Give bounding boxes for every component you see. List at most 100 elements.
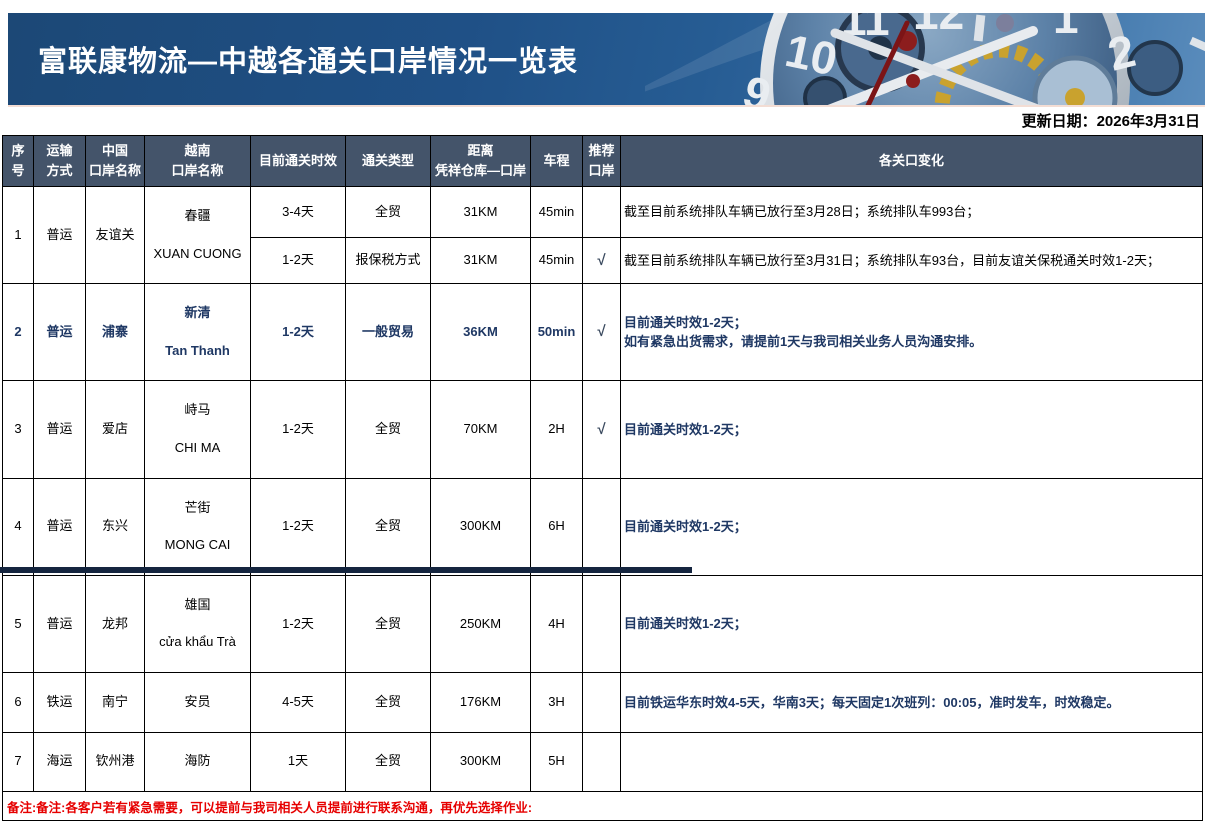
cell-vietnam-port: 峙马 CHI MA — [144, 380, 251, 479]
vietnam-port-cn: 海防 — [184, 753, 211, 769]
check-icon: √ — [597, 251, 606, 269]
cell-china-port: 东兴 — [85, 477, 145, 576]
col-header-changes: 各关口变化 — [620, 135, 1203, 187]
vietnam-port-vn: MONG CAI — [164, 537, 231, 553]
cell-china-port: 浦寨 — [85, 283, 145, 382]
cell-vietnam-port: 海防 — [144, 731, 251, 793]
vietnam-port-cn: 春疆 — [184, 207, 211, 223]
clock-hand-hour — [830, 28, 1040, 105]
cell-remark: 目前通关时效1-2天； — [620, 477, 1203, 576]
table-row: 4 普运 东兴 芒街 MONG CAI 1-2天 全贸 300KM 6H 目前通… — [2, 477, 1203, 576]
cell-drive-time: 4H — [530, 574, 583, 674]
cell-china-port: 爱店 — [85, 380, 145, 479]
cell-distance: 31KM — [430, 185, 531, 239]
cell-clearance-type: 全贸 — [345, 477, 431, 576]
cell-clearance-time: 1-2天 — [250, 477, 346, 576]
table-row: 5 普运 龙邦 雄国 cửa khẩu Trà 1-2天 全贸 250KM 4H… — [2, 574, 1203, 674]
check-icon: √ — [597, 420, 606, 438]
cell-seq: 6 — [2, 672, 34, 733]
cell-china-port: 南宁 — [85, 672, 145, 733]
cell-recommended — [582, 477, 621, 576]
cell-vietnam-port: 新清 Tan Thanh — [144, 283, 251, 382]
cell-drive-time: 3H — [530, 672, 583, 733]
cell-seq: 3 — [2, 380, 34, 479]
table-row: 7 海运 钦州港 海防 1天 全贸 300KM 5H — [2, 731, 1203, 793]
clock-numeral-1: 1 — [1053, 13, 1079, 43]
clock-hand-second — [865, 20, 910, 105]
vietnam-port-cn: 峙马 — [184, 402, 211, 418]
cell-distance: 31KM — [430, 237, 531, 285]
cell-china-port: 龙邦 — [85, 574, 145, 674]
cell-remark — [620, 731, 1203, 793]
cell-recommended: √ — [582, 237, 621, 285]
vietnam-port-vn: Tan Thanh — [165, 342, 230, 358]
cell-remark: 目前通关时效1-2天； — [620, 380, 1203, 479]
cell-vietnam-port: 春疆 XUAN CUONG — [144, 185, 251, 285]
ports-table: 序 号 运输 方式 中国 口岸名称 越南 口岸名称 目前通关时效 通关类型 距离… — [2, 135, 1203, 821]
col-header-china-port: 中国 口岸名称 — [85, 135, 145, 187]
cell-recommended: √ — [582, 380, 621, 479]
cell-seq: 7 — [2, 731, 34, 793]
vietnam-port-vn: CHI MA — [174, 439, 221, 455]
col-header-distance: 距离 凭祥仓库—口岸 — [430, 135, 531, 187]
cell-recommended — [582, 574, 621, 674]
bottom-bar — [0, 567, 692, 573]
cell-transport: 海运 — [33, 731, 86, 793]
table-header-row: 序 号 运输 方式 中国 口岸名称 越南 口岸名称 目前通关时效 通关类型 距离… — [2, 135, 1203, 187]
cell-distance: 250KM — [430, 574, 531, 674]
update-date: 更新日期：2026年3月31日 — [1021, 113, 1200, 130]
col-header-clearance-time: 目前通关时效 — [250, 135, 346, 187]
cell-distance: 70KM — [430, 380, 531, 479]
cell-china-port: 友谊关 — [85, 185, 145, 285]
col-header-recommended: 推荐 口岸 — [582, 135, 621, 187]
cell-clearance-time: 4-5天 — [250, 672, 346, 733]
cell-clearance-type: 全贸 — [345, 380, 431, 479]
cell-clearance-time: 3-4天 — [250, 185, 346, 239]
cell-seq: 1 — [2, 185, 34, 285]
banner-divider — [8, 105, 1205, 107]
table-row: 6 铁运 南宁 安员 4-5天 全贸 176KM 3H 目前铁运华东时效4-5天… — [2, 672, 1203, 733]
check-icon: √ — [597, 323, 606, 341]
cell-drive-time: 6H — [530, 477, 583, 576]
col-header-vietnam-port: 越南 口岸名称 — [144, 135, 251, 187]
cell-clearance-type: 全贸 — [345, 672, 431, 733]
col-header-seq: 序 号 — [2, 135, 34, 187]
cell-clearance-type: 报保税方式 — [345, 237, 431, 285]
vietnam-port-cn: 安员 — [184, 693, 211, 709]
cell-clearance-type: 一般贸易 — [345, 283, 431, 382]
cell-remark: 目前通关时效1-2天； 如有紧急出货需求，请提前1天与我司相关业务人员沟通安排。 — [620, 283, 1203, 382]
cell-drive-time: 50min — [530, 283, 583, 382]
col-header-transport: 运输 方式 — [33, 135, 86, 187]
table-row: 1 普运 友谊关 春疆 XUAN CUONG 3-4天 全贸 31KM 45mi… — [2, 185, 1203, 285]
vietnam-port-cn: 新清 — [184, 305, 211, 321]
cell-transport: 普运 — [33, 380, 86, 479]
vietnam-port-vn: XUAN CUONG — [153, 245, 242, 261]
vietnam-port-vn: cửa khẩu Trà — [159, 634, 236, 650]
col-header-clearance-type: 通关类型 — [345, 135, 431, 187]
cell-distance: 300KM — [430, 477, 531, 576]
page-title: 富联康物流—中越各通关口岸情况一览表 — [38, 46, 579, 78]
cell-recommended — [582, 731, 621, 793]
vietnam-port-cn: 雄国 — [184, 596, 211, 612]
cell-drive-time: 45min — [530, 185, 583, 239]
cell-transport: 普运 — [33, 185, 86, 285]
cell-seq: 4 — [2, 477, 34, 576]
col-header-drive-time: 车程 — [530, 135, 583, 187]
cell-seq: 5 — [2, 574, 34, 674]
cell-clearance-type: 全贸 — [345, 574, 431, 674]
cell-remark: 截至目前系统排队车辆已放行至3月28日；系统排队车993台； — [620, 185, 1203, 239]
cell-drive-time: 5H — [530, 731, 583, 793]
cell-clearance-time: 1-2天 — [250, 574, 346, 674]
cell-china-port: 钦州港 — [85, 731, 145, 793]
cell-transport: 普运 — [33, 477, 86, 576]
cell-clearance-type: 全贸 — [345, 185, 431, 239]
footer-note-row: 备注:备注:各客户若有紧急需要，可以提前与我司相关人员提前进行联系沟通，再优先选… — [2, 791, 1203, 821]
cell-recommended — [582, 185, 621, 239]
cell-remark: 目前通关时效1-2天； — [620, 574, 1203, 674]
table-row: 2 普运 浦寨 新清 Tan Thanh 1-2天 一般贸易 36KM 50mi… — [2, 283, 1203, 382]
cell-distance: 300KM — [430, 731, 531, 793]
cell-clearance-time: 1-2天 — [250, 380, 346, 479]
cell-drive-time: 2H — [530, 380, 583, 479]
footer-note: 备注:备注:各客户若有紧急需要，可以提前与我司相关人员提前进行联系沟通，再优先选… — [2, 791, 1203, 821]
cell-transport: 普运 — [33, 574, 86, 674]
